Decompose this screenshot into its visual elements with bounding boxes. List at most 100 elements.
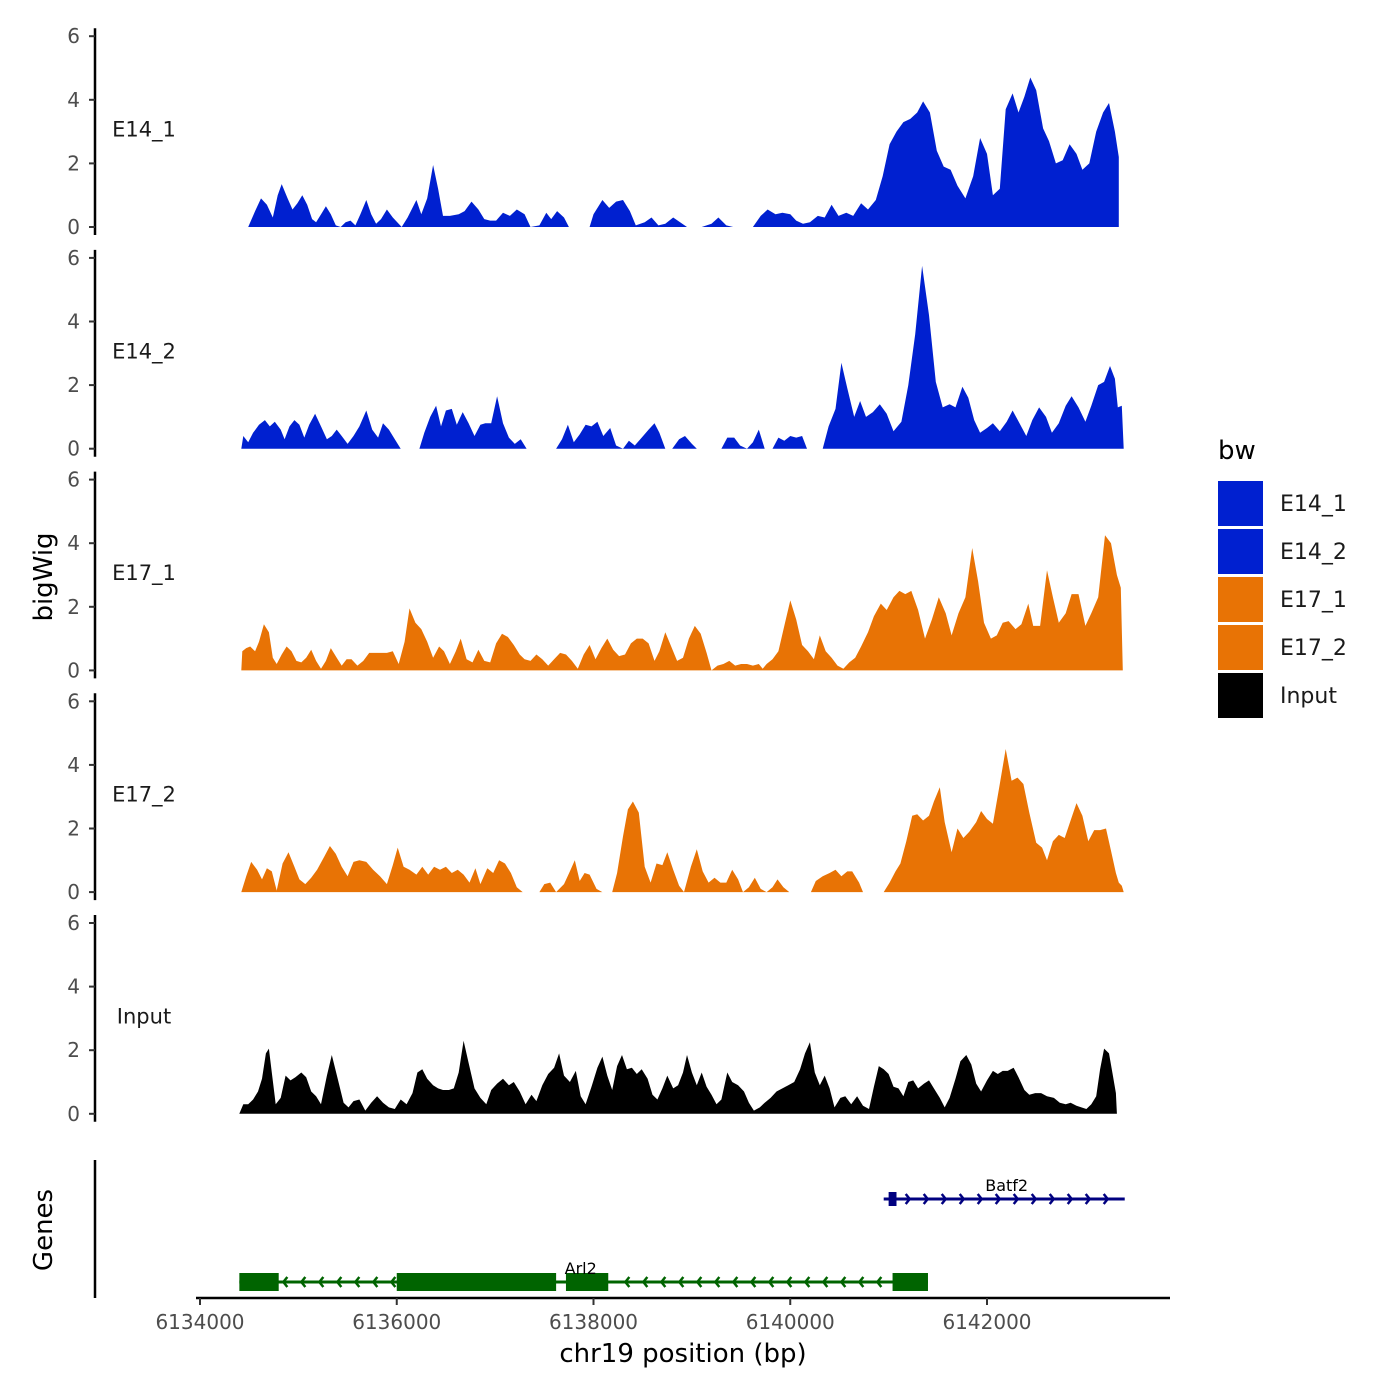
strand-chevron — [1102, 1193, 1110, 1205]
y-tick-label: 4 — [67, 753, 80, 777]
track-E17_1: 0 2 4 6 E17_1 — [67, 468, 1123, 682]
legend-label: E17_1 — [1280, 588, 1347, 613]
strand-chevron — [389, 1276, 397, 1288]
track-Input: 0 2 4 6 Input — [67, 911, 1117, 1126]
strand-chevron — [659, 1276, 667, 1288]
y-tick-label: 4 — [67, 975, 80, 999]
legend-key-E17_2 — [1218, 625, 1263, 670]
gene-name-label: Batf2 — [985, 1176, 1028, 1195]
gene-exon — [565, 1273, 609, 1291]
y-tick-label: 2 — [67, 595, 80, 619]
strand-chevron — [641, 1276, 649, 1288]
strand-chevron — [976, 1193, 984, 1205]
strand-chevron — [695, 1276, 703, 1288]
strand-chevron — [940, 1193, 948, 1205]
track-E14_1: 0 2 4 6 E14_1 — [67, 24, 1119, 239]
legend-title: bw — [1218, 436, 1256, 466]
track-label: E14_2 — [112, 339, 176, 364]
strand-chevron — [299, 1276, 307, 1288]
track-E14_2: 0 2 4 6 E14_2 — [67, 246, 1124, 461]
y-tick-label: 6 — [67, 468, 80, 492]
y-axis-title: bigWig — [29, 532, 59, 621]
strand-chevron — [335, 1276, 343, 1288]
y-tick-label: 2 — [67, 151, 80, 175]
legend-key-E14_1 — [1218, 481, 1263, 526]
legend-key-E17_1 — [1218, 577, 1263, 622]
gene-exon — [888, 1192, 897, 1206]
track-label: E14_1 — [112, 118, 176, 143]
strand-chevron — [857, 1276, 865, 1288]
y-tick-label: 4 — [67, 531, 80, 555]
y-tick-label: 4 — [67, 310, 80, 334]
track-label: Input — [117, 1004, 171, 1028]
strand-chevron — [785, 1276, 793, 1288]
y-tick-label: 2 — [67, 817, 80, 841]
y-tick-label: 4 — [67, 88, 80, 112]
x-tick-label: 6136000 — [352, 1310, 441, 1334]
strand-chevron — [922, 1193, 930, 1205]
strand-chevron — [677, 1276, 685, 1288]
x-axis-title: chr19 position (bp) — [559, 1339, 806, 1369]
x-tick-label: 6140000 — [746, 1310, 835, 1334]
strand-chevron — [994, 1193, 1002, 1205]
y-tick-label: 6 — [67, 689, 80, 713]
legend-key-Input — [1218, 673, 1263, 718]
coverage-area-Input — [239, 1040, 1117, 1114]
genes-panel: Batf2 Arl2 — [93, 1160, 1125, 1298]
strand-chevron — [1066, 1193, 1074, 1205]
y-tick-label: 0 — [67, 658, 80, 682]
y-tick-label: 0 — [67, 437, 80, 461]
strand-chevron — [281, 1276, 289, 1288]
strand-chevron — [623, 1276, 631, 1288]
y-tick-label: 0 — [67, 215, 80, 239]
strand-chevron — [1012, 1193, 1020, 1205]
strand-chevron — [1048, 1193, 1056, 1205]
strand-chevron — [958, 1193, 966, 1205]
gene-exon — [239, 1273, 279, 1291]
coverage-area-E17_1 — [241, 535, 1123, 671]
gene-Batf2: Batf2 — [883, 1176, 1125, 1206]
strand-chevron — [803, 1276, 811, 1288]
legend-label: E14_2 — [1280, 540, 1347, 565]
coverage-area-E14_2 — [241, 265, 1124, 449]
track-E17_2: 0 2 4 6 E17_2 — [67, 689, 1124, 904]
legend-label: E17_2 — [1280, 636, 1347, 661]
x-tick-label: 6134000 — [155, 1310, 244, 1334]
legend-label: Input — [1280, 684, 1337, 709]
x-axis: 6134000 6136000 6138000 6140000 6142000 — [155, 1296, 1170, 1334]
coverage-area-E14_1 — [248, 77, 1119, 227]
gene-Arl2: Arl2 — [239, 1259, 928, 1291]
strand-chevron — [767, 1276, 775, 1288]
gene-exon — [396, 1273, 557, 1291]
gene-name-label: Arl2 — [565, 1259, 597, 1278]
track-label: E17_1 — [112, 561, 176, 586]
y-tick-label: 6 — [67, 911, 80, 935]
strand-chevron — [371, 1276, 379, 1288]
legend-label: E14_1 — [1280, 492, 1347, 517]
strand-chevron — [749, 1276, 757, 1288]
y-tick-label: 6 — [67, 246, 80, 270]
strand-chevron — [904, 1193, 912, 1205]
y-tick-label: 0 — [67, 1102, 80, 1126]
y-tick-label: 2 — [67, 373, 80, 397]
strand-chevron — [353, 1276, 361, 1288]
strand-chevron — [1084, 1193, 1092, 1205]
legend: bw E14_1 E14_2 E17_1 E17_2 Input — [1218, 436, 1347, 718]
strand-chevron — [713, 1276, 721, 1288]
genes-panel-title: Genes — [29, 1189, 59, 1271]
x-tick-label: 6142000 — [942, 1310, 1031, 1334]
y-tick-label: 6 — [67, 24, 80, 48]
y-tick-label: 0 — [67, 880, 80, 904]
y-tick-label: 2 — [67, 1038, 80, 1062]
coverage-area-E17_2 — [241, 749, 1124, 893]
strand-chevron — [821, 1276, 829, 1288]
track-label: E17_2 — [112, 783, 176, 808]
bigwig-tracks: 0 2 4 6 E14_1 0 2 4 6 E14_2 0 2 4 6 E17_1 0 2 4 6 E17_2 0 2 4 6… — [67, 24, 1124, 1126]
gene-exon — [892, 1273, 928, 1291]
legend-key-E14_2 — [1218, 529, 1263, 574]
strand-chevron — [875, 1276, 883, 1288]
strand-chevron — [731, 1276, 739, 1288]
strand-chevron — [1030, 1193, 1038, 1205]
x-tick-label: 6138000 — [549, 1310, 638, 1334]
